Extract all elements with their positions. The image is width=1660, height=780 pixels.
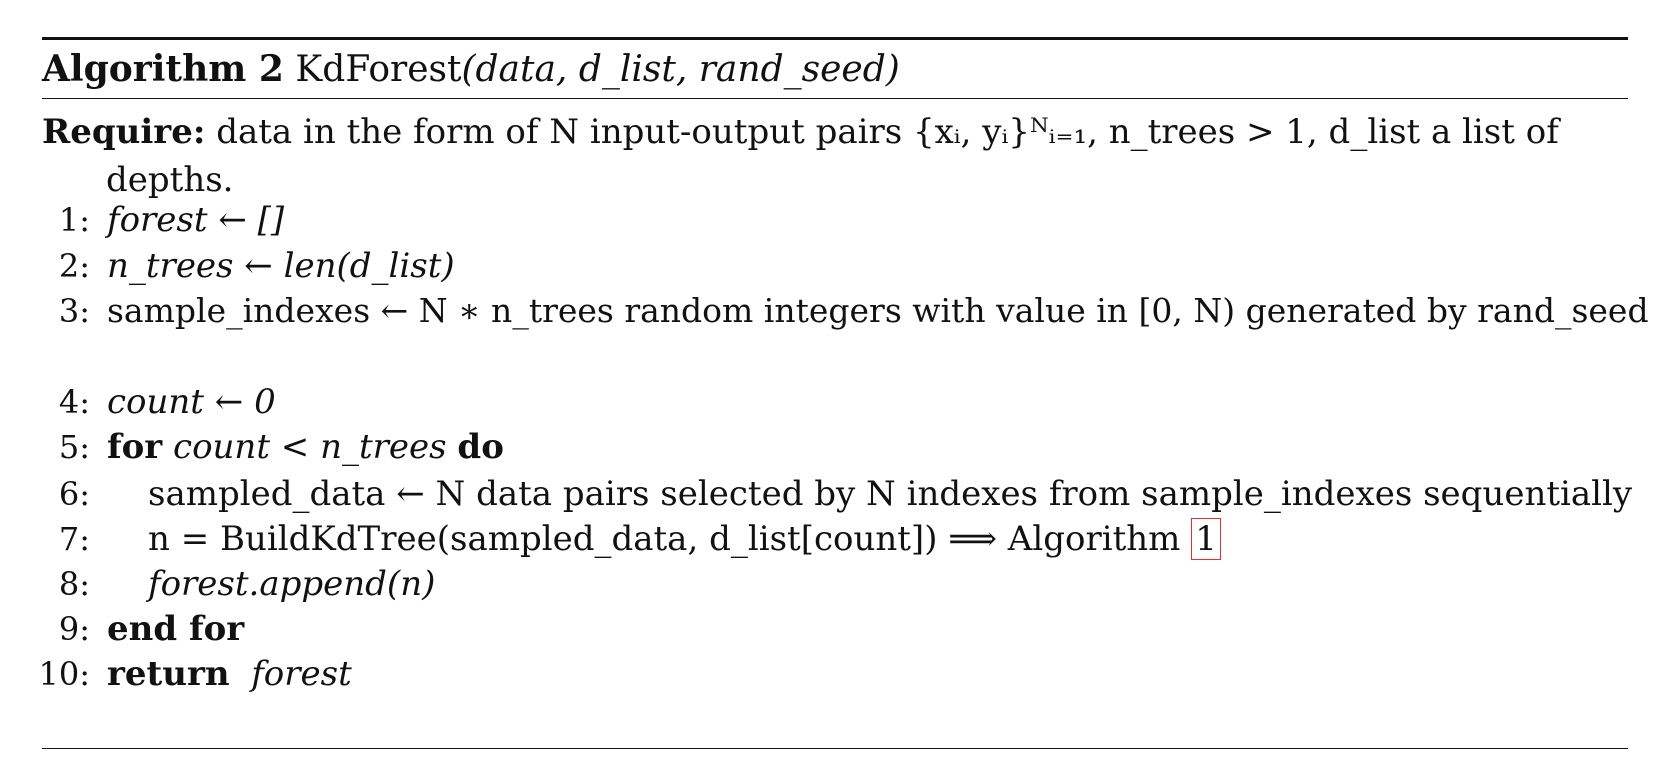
line-number: 6: <box>58 475 90 513</box>
line-text: n_trees ← len(d_list) <box>107 246 455 286</box>
line-text: forest ← [] <box>107 200 285 240</box>
require-keyword: Require: <box>42 112 206 152</box>
algorithm-line: 5: for count < n_trees do <box>0 423 1660 471</box>
end-for-keyword: end for <box>107 609 245 649</box>
algorithm-title: Algorithm 2 KdForest(data, d_list, rand_… <box>42 40 900 98</box>
line-text: count ← 0 <box>107 382 276 422</box>
line-number: 3: <box>58 292 90 330</box>
algorithm-line: 8: forest.append(n) <box>0 560 1660 608</box>
line-number: 5: <box>58 428 90 466</box>
top-rule <box>42 37 1628 40</box>
algorithm-line: 9: end for <box>0 605 1660 653</box>
algorithm-line: 1: forest ← [] <box>0 196 1660 244</box>
line-number: 4: <box>58 383 90 421</box>
bottom-rule <box>42 748 1628 749</box>
algorithm-line: 3: sample_indexes ← N ∗ n_trees random i… <box>0 287 1660 335</box>
algorithm-label: Algorithm 2 <box>42 48 284 90</box>
require-text: data in the form of N input-output pairs… <box>205 112 1559 152</box>
line-number: 2: <box>58 247 90 285</box>
algorithm-line: 4: count ← 0 <box>0 378 1660 426</box>
line-number: 9: <box>58 610 90 648</box>
line-text: count < n_trees <box>162 427 458 467</box>
require-continuation: depths. <box>106 160 234 200</box>
require-clause: Require: data in the form of N input-out… <box>42 108 1628 200</box>
line-text: sample_indexes ← N ∗ n_trees random inte… <box>107 291 1649 330</box>
line-number: 10: <box>38 655 91 693</box>
line-number: 1: <box>58 201 90 239</box>
line-number: 7: <box>58 520 90 558</box>
line-text: sampled_data ← N data pairs selected by … <box>148 474 1633 514</box>
line-text: n = BuildKdTree(sampled_data, d_list[cou… <box>148 519 1192 559</box>
for-keyword: for <box>107 427 163 467</box>
line-number: 8: <box>58 565 90 603</box>
line-text: forest.append(n) <box>148 564 436 604</box>
algorithm-reference-link[interactable]: 1 <box>1191 518 1221 560</box>
algorithm-name: KdForest <box>295 49 462 90</box>
do-keyword: do <box>457 427 504 467</box>
line-text: forest <box>229 654 352 694</box>
algorithm-line: 10: return forest <box>0 650 1660 698</box>
algorithm-line: 2: n_trees ← len(d_list) <box>0 242 1660 290</box>
return-keyword: return <box>107 654 230 694</box>
algorithm-line: 6: sampled_data ← N data pairs selected … <box>0 470 1660 518</box>
algorithm-line: 7: n = BuildKdTree(sampled_data, d_list[… <box>0 515 1660 563</box>
algorithm-args: (data, d_list, rand_seed) <box>461 49 900 90</box>
header-rule <box>42 98 1628 99</box>
